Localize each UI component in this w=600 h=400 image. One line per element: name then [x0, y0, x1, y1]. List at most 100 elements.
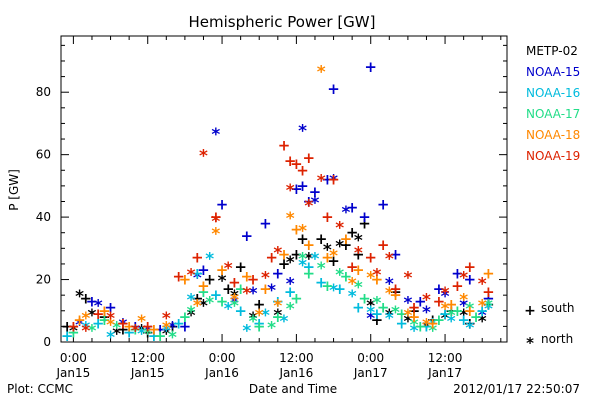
- metp-02-north-point: *: [459, 306, 468, 326]
- noaa-18-north-point: *: [273, 297, 282, 317]
- noaa-15-north-point: *: [311, 193, 320, 213]
- noaa-15-north-point: *: [230, 293, 239, 313]
- noaa-15-south-point: +: [358, 208, 371, 226]
- footer-credit: Plot: CCMC: [7, 382, 73, 396]
- noaa-16-south-point: +: [315, 274, 328, 292]
- noaa-17-north-point: *: [428, 322, 437, 342]
- noaa-19-south-point: +: [290, 155, 303, 173]
- x-tick-label-time: 0:00: [209, 351, 236, 365]
- noaa-16-south-point: +: [210, 286, 223, 304]
- noaa-15-south-point: +: [464, 271, 477, 289]
- x-axis: 0:00Jan1512:00Jan150:00Jan1612:00Jan160:…: [55, 36, 502, 380]
- noaa-15-south-point: +: [154, 321, 167, 339]
- noaa-16-north-point: *: [162, 322, 171, 342]
- noaa-15-north-point: *: [459, 297, 468, 317]
- noaa-19-north-point: *: [162, 309, 171, 329]
- noaa-16-north-point: *: [280, 312, 289, 332]
- noaa-18-south-point: +: [340, 230, 353, 248]
- noaa-17-north-point: *: [267, 318, 276, 338]
- x-tick-label-time: 12:00: [279, 351, 314, 365]
- noaa-19-south-point: +: [296, 161, 309, 179]
- noaa-15-north-point: *: [118, 315, 127, 335]
- noaa-16-south-point: +: [333, 280, 346, 298]
- noaa-18-north-point: *: [230, 290, 239, 310]
- noaa-18-north-point: *: [137, 312, 146, 332]
- noaa-16-north-point: *: [187, 290, 196, 310]
- y-axis-label: P [GW]: [7, 169, 21, 211]
- noaa-16-north-point: *: [261, 306, 270, 326]
- noaa-18-south-point: +: [123, 317, 136, 335]
- noaa-15-south-point: +: [321, 171, 334, 189]
- x-tick-label-time: 12:00: [130, 351, 165, 365]
- legend-noaa-16: NOAA-16: [526, 86, 580, 100]
- noaa-15-south-point: +: [414, 292, 427, 310]
- legend-noaa-18: NOAA-18: [526, 128, 580, 142]
- noaa-16-south-point: +: [457, 311, 470, 329]
- noaa-16-north-point: *: [329, 281, 338, 301]
- noaa-16-south-point: +: [476, 302, 489, 320]
- metp-02-south-point: +: [445, 302, 458, 320]
- noaa-17-south-point: +: [197, 283, 210, 301]
- metp-02-south-point: +: [191, 289, 204, 307]
- noaa-15-north-point: *: [329, 172, 338, 192]
- metp-02-north-point: *: [249, 309, 258, 329]
- metp-02-north-point: *: [162, 325, 171, 345]
- x-axis-label: Date and Time: [249, 382, 337, 396]
- noaa-15-south-point: +: [346, 199, 359, 217]
- noaa-16-south-point: +: [371, 305, 384, 323]
- noaa-17-south-point: +: [433, 311, 446, 329]
- noaa-17-south-point: +: [290, 289, 303, 307]
- noaa-15-north-point: *: [366, 309, 375, 329]
- noaa-16-south-point: +: [61, 327, 74, 345]
- noaa-17-south-point: +: [154, 327, 167, 345]
- plot-frame: [60, 35, 508, 343]
- metp-02-north-point: *: [69, 322, 78, 342]
- noaa-19-south-point: +: [141, 317, 154, 335]
- noaa-17-south-point: +: [340, 267, 353, 285]
- legend-metp-02: METP-02: [526, 44, 578, 58]
- marker-legend-symbol: +: [524, 303, 536, 319]
- noaa-17-south-point: +: [451, 302, 464, 320]
- noaa-15-south-point: +: [241, 227, 254, 245]
- metp-02-north-point: *: [199, 297, 208, 317]
- noaa-15-north-point: *: [298, 122, 307, 142]
- noaa-16-south-point: +: [302, 258, 315, 276]
- noaa-16-north-point: *: [242, 322, 251, 342]
- noaa-17-south-point: +: [67, 324, 80, 342]
- noaa-16-south-point: +: [123, 324, 136, 342]
- noaa-16-south-point: +: [191, 264, 204, 282]
- noaa-18-north-point: *: [106, 315, 115, 335]
- metp-02-north-point: *: [478, 312, 487, 332]
- metp-02-south-point: +: [346, 224, 359, 242]
- noaa-17-north-point: *: [354, 278, 363, 298]
- noaa-15-south-point: +: [433, 280, 446, 298]
- noaa-19-north-point: *: [385, 250, 394, 270]
- noaa-15-north-point: *: [286, 275, 295, 295]
- metp-02-south-point: +: [371, 311, 384, 329]
- y-tick-label: 20: [36, 273, 51, 287]
- noaa-17-north-point: *: [317, 259, 326, 279]
- noaa-18-north-point: *: [286, 209, 295, 229]
- noaa-19-south-point: +: [67, 317, 80, 335]
- noaa-17-north-point: *: [249, 312, 258, 332]
- noaa-15-north-point: *: [249, 284, 258, 304]
- noaa-16-north-point: *: [385, 309, 394, 329]
- noaa-19-south-point: +: [464, 258, 477, 276]
- noaa-19-south-point: +: [117, 314, 130, 332]
- metp-02-south-point: +: [352, 246, 365, 264]
- noaa-19-south-point: +: [321, 208, 334, 226]
- metp-02-south-point: +: [464, 314, 477, 332]
- noaa-16-north-point: *: [224, 300, 233, 320]
- noaa-17-north-point: *: [205, 293, 214, 313]
- footer-timestamp: 2012/01/17 22:50:07: [453, 382, 580, 396]
- noaa-18-south-point: +: [445, 296, 458, 314]
- noaa-18-north-point: *: [298, 222, 307, 242]
- noaa-19-north-point: *: [372, 265, 381, 285]
- noaa-18-south-point: +: [352, 261, 365, 279]
- noaa-17-north-point: *: [391, 303, 400, 323]
- metp-02-south-point: +: [203, 271, 216, 289]
- noaa-19-south-point: +: [482, 283, 495, 301]
- noaa-18-south-point: +: [179, 271, 192, 289]
- noaa-17-south-point: +: [470, 308, 483, 326]
- noaa-18-north-point: *: [193, 297, 202, 317]
